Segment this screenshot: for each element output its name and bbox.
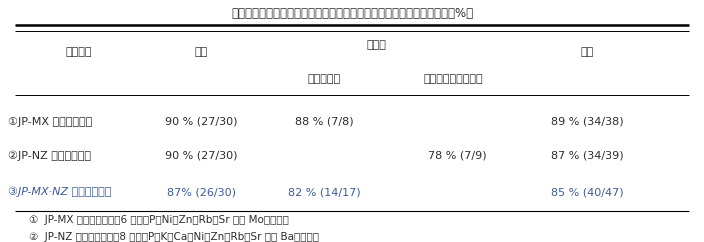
Text: 82 % (14/17): 82 % (14/17) — [288, 187, 360, 197]
Text: ②  JP-NZ 間判別モデル：8 元素（P、K、Ca、Ni、Zn、Rb、Sr 及び Ba）による: ② JP-NZ 間判別モデル：8 元素（P、K、Ca、Ni、Zn、Rb、Sr 及… — [30, 232, 320, 242]
Text: ①  JP-MX 間判別モデル：6 元素（P、Ni、Zn、Rb、Sr 及び Mo）による: ① JP-MX 間判別モデル：6 元素（P、Ni、Zn、Rb、Sr 及び Mo）… — [30, 215, 289, 225]
Text: 全体: 全体 — [580, 47, 593, 58]
Text: 87 % (34/39): 87 % (34/39) — [551, 151, 623, 161]
Text: モデル名: モデル名 — [65, 47, 92, 58]
Text: 外国産: 外国産 — [367, 39, 386, 50]
Text: 85 % (40/47): 85 % (40/47) — [551, 187, 623, 197]
Text: 国産: 国産 — [194, 47, 208, 58]
Text: 表２　日本産－外国産間判別モデルのモデル検証用試料の予測的中率（%）: 表２ 日本産－外国産間判別モデルのモデル検証用試料の予測的中率（%） — [231, 8, 473, 20]
Text: 88 % (7/8): 88 % (7/8) — [295, 117, 353, 127]
Text: メキシコ産: メキシコ産 — [308, 74, 341, 84]
Text: ニュージーランド産: ニュージーランド産 — [424, 74, 484, 84]
Text: ②JP-NZ 間判別モデル: ②JP-NZ 間判別モデル — [8, 151, 92, 161]
Text: ①JP-MX 間判別モデル: ①JP-MX 間判別モデル — [8, 117, 93, 127]
Text: ③JP-MX·NZ 間判別モデル: ③JP-MX·NZ 間判別モデル — [8, 187, 112, 197]
Text: 78 % (7/9): 78 % (7/9) — [428, 151, 486, 161]
Text: 87% (26/30): 87% (26/30) — [167, 187, 236, 197]
Text: 90 % (27/30): 90 % (27/30) — [165, 151, 237, 161]
Text: 89 % (34/38): 89 % (34/38) — [551, 117, 623, 127]
Text: 90 % (27/30): 90 % (27/30) — [165, 117, 237, 127]
